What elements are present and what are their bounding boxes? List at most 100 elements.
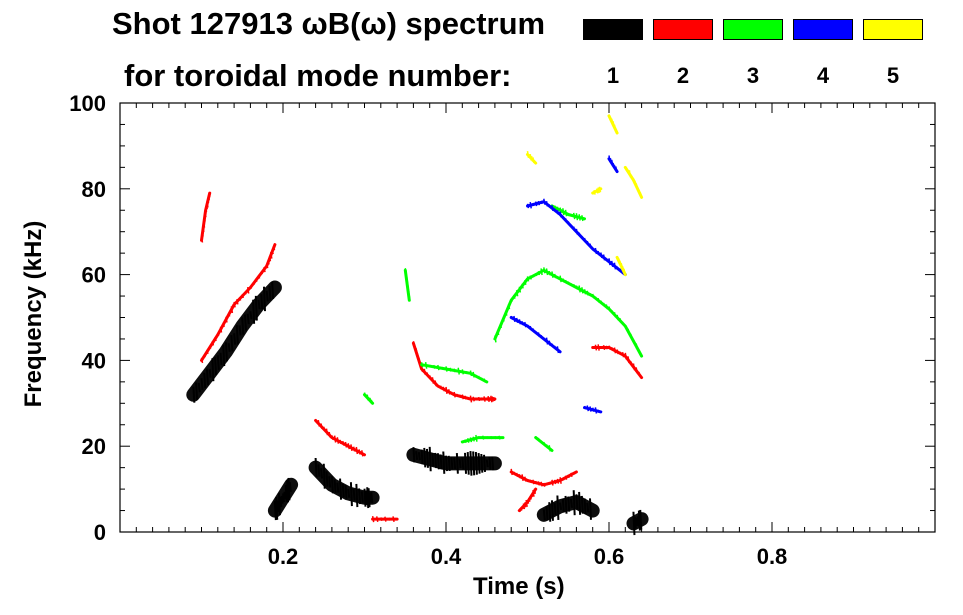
legend-label-mode-1: 1 [606, 63, 620, 88]
mode-trace-fringe [339, 439, 342, 445]
mode-trace-fringe [437, 364, 440, 371]
mode-trace-fringe [551, 271, 554, 278]
mode-trace-fringe [243, 314, 247, 331]
mode-trace-fringe [529, 154, 532, 161]
mode-trace-fringe [271, 281, 275, 299]
mode-trace-fringe [529, 275, 532, 280]
mode-trace-fringe [545, 444, 549, 449]
mode-trace-fringe [589, 406, 592, 412]
mode-trace-fringe [562, 278, 565, 283]
mode-trace-fringe [586, 290, 590, 296]
mode-trace-fringe [529, 325, 532, 331]
mode-trace-fringe [553, 205, 557, 210]
mode-trace-fringe [431, 453, 435, 467]
mode-trace-fringe [534, 436, 538, 440]
mode-trace-fringe [200, 237, 204, 243]
mode-trace-fringe [522, 503, 526, 510]
mode-trace-fringe [570, 283, 573, 287]
mode-trace-fringe [428, 375, 432, 380]
mode-trace-fringe [573, 471, 576, 475]
mode-trace-fringe [562, 477, 565, 481]
mode-trace-fringe [204, 208, 208, 213]
mode-trace-fringe [600, 252, 603, 259]
mode-trace-fringe [283, 491, 287, 500]
mode-trace-fringe [575, 494, 579, 510]
mode-trace-fringe [567, 281, 570, 286]
mode-trace-fringe [594, 296, 598, 300]
mode-trace-fringe [445, 455, 448, 472]
mode-trace-fringe [367, 397, 371, 401]
legend-label-mode-4: 4 [816, 63, 830, 88]
mode-trace-fringe [619, 268, 622, 273]
mode-trace-fringe [466, 451, 470, 475]
mode-trace-fringe [537, 437, 541, 442]
mode-trace-fringe [469, 395, 473, 403]
mode-trace-fringe [420, 365, 424, 372]
mode-trace-fringe [524, 476, 527, 482]
mode-trace-fringe [222, 322, 225, 327]
mode-trace-fringe [280, 495, 284, 504]
mode-trace-fringe [581, 236, 584, 239]
mode-trace-fringe [588, 498, 592, 520]
mode-trace-fringe [589, 243, 592, 249]
mode-trace-fringe [370, 399, 374, 405]
mode-trace-fringe [457, 367, 460, 375]
mode-trace-fringe [578, 285, 581, 293]
y-tick-label: 80 [82, 177, 106, 202]
mode-trace-fringe [532, 274, 535, 278]
mode-trace-fringe [344, 485, 348, 499]
mode-trace-fringe [214, 336, 217, 342]
mode-trace-fringe [564, 475, 568, 480]
mode-trace-fringe [461, 394, 465, 400]
x-tick-label: 0.8 [757, 544, 788, 569]
mode-trace-fringe [227, 343, 231, 352]
mode-trace-fringe [333, 479, 337, 493]
mode-trace-fringe [581, 215, 584, 222]
mode-trace-fringe [553, 345, 557, 350]
mode-trace-fringe [589, 293, 592, 297]
mode-trace-fringe [572, 283, 576, 289]
x-axis-label: Time (s) [473, 573, 565, 600]
mode-trace-fringe [515, 317, 519, 323]
mode-trace-fringe [202, 222, 206, 228]
mode-trace-fringe [540, 334, 543, 339]
legend-swatch-mode-3 [723, 19, 783, 40]
mode-trace-fringe [414, 346, 417, 350]
mode-trace-fringe [201, 233, 204, 237]
mode-trace-fringe [208, 368, 212, 378]
mode-trace-fringe [380, 517, 383, 522]
mode-trace-fringe [583, 498, 587, 515]
mode-trace-fringe [211, 358, 215, 382]
mode-trace-fringe [540, 481, 543, 487]
mode-trace-fringe [339, 478, 343, 500]
mode-trace-fringe [537, 200, 541, 206]
mode-trace-fringe [425, 448, 429, 468]
mode-trace-fringe [562, 208, 565, 216]
mode-trace-fringe [322, 463, 326, 489]
mode-trace-fringe [360, 491, 364, 503]
mode-trace-fringe [594, 190, 598, 194]
mode-trace-fringe [447, 389, 451, 395]
mode-trace-fringe [363, 488, 367, 507]
mode-trace-fringe [465, 370, 469, 375]
mode-trace-fringe [619, 317, 622, 323]
mode-trace-fringe [314, 457, 318, 478]
mode-trace-fringe [532, 157, 535, 164]
mode-trace-fringe [627, 169, 630, 174]
mode-trace-fringe [616, 314, 619, 321]
mode-trace-fringe [548, 340, 551, 346]
mode-trace-fringe [211, 340, 215, 346]
legend-swatch-mode-4 [793, 19, 853, 40]
mode-trace-fringe [526, 324, 530, 328]
mode-trace-fringe [328, 476, 332, 488]
x-tick-label: 0.6 [594, 544, 625, 569]
mode-trace-fringe [458, 458, 462, 469]
mode-trace-fringe [551, 205, 554, 212]
mode-trace-fringe [630, 333, 633, 339]
mode-trace-fringe [214, 357, 218, 376]
mode-trace-fringe [586, 502, 590, 513]
mode-trace-fringe [608, 114, 611, 118]
mode-trace-fringe [502, 317, 505, 322]
mode-trace-fringe [367, 488, 371, 508]
mode-trace-fringe [543, 198, 546, 205]
